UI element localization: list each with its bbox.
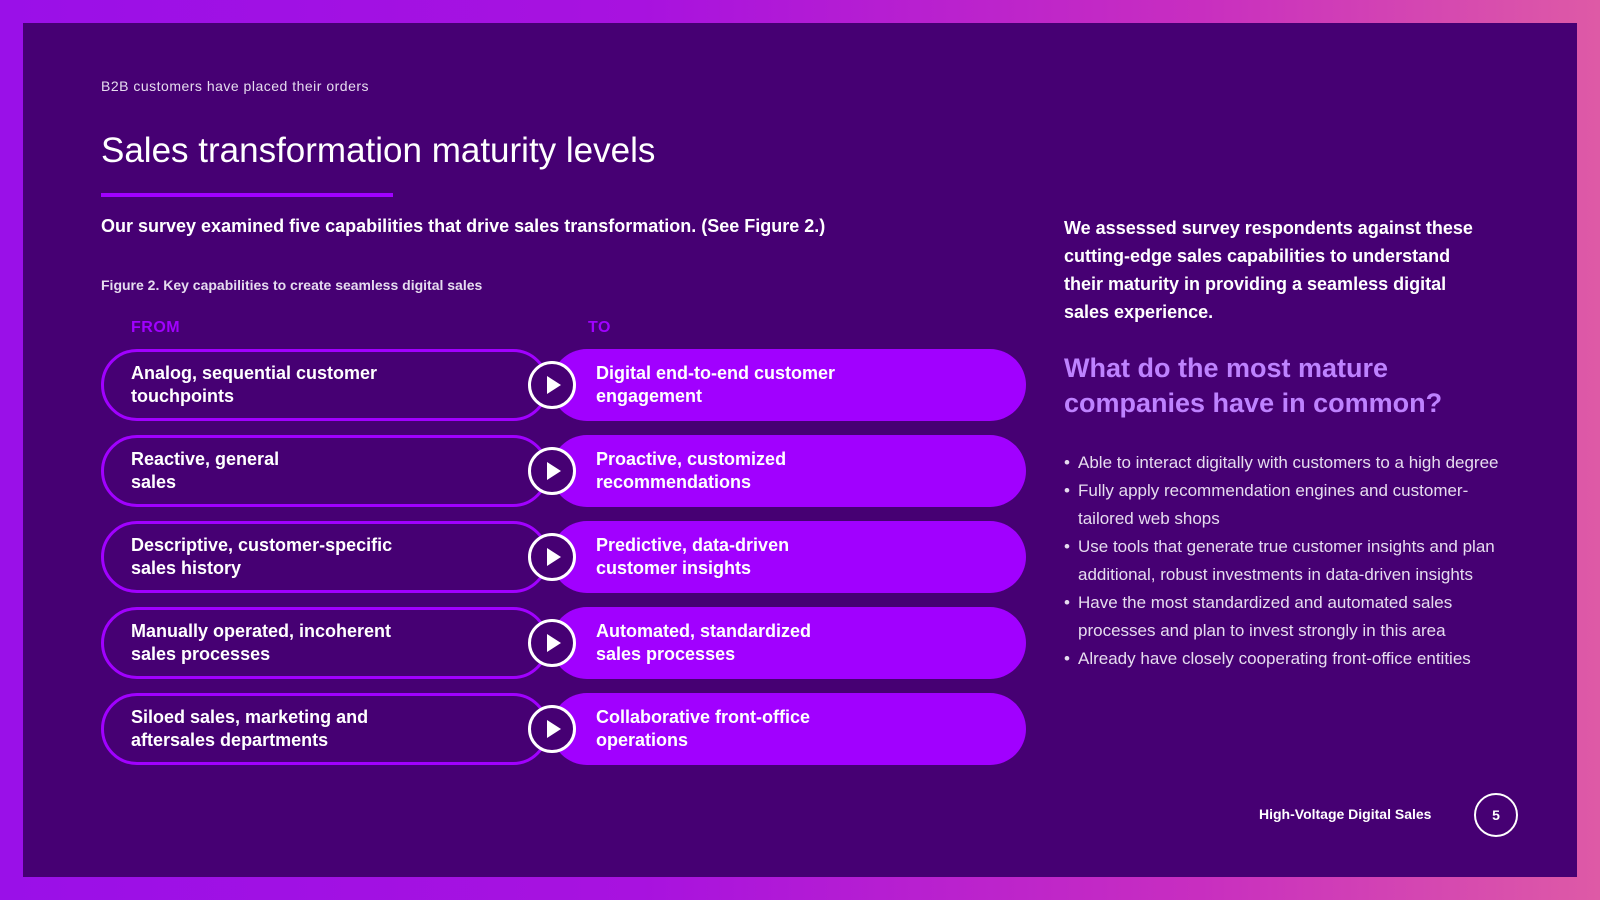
figure-caption: Figure 2. Key capabilities to create sea… [101,277,483,293]
list-item: Use tools that generate true customer in… [1064,533,1504,589]
to-pill: Collaborative front-office operations [551,693,1026,765]
to-pill: Proactive, customized recommendations [551,435,1026,507]
from-text: Analog, sequential customer touchpoints [131,363,378,406]
to-text: Predictive, data-driven customer insight… [596,535,790,578]
from-pill: Descriptive, customer-specific sales his… [101,521,549,593]
slide: B2B customers have placed their orders S… [23,23,1577,877]
capability-row: Analog, sequential customer touchpoints … [101,349,1027,421]
to-text: Collaborative front-office operations [596,707,811,750]
play-icon [528,447,576,495]
from-text: Reactive, general sales [131,449,280,492]
from-column-label: FROM [131,319,181,336]
play-icon [528,705,576,753]
intro-text: Our survey examined five capabilities th… [101,216,826,236]
page-title: Sales transformation maturity levels [101,131,656,170]
list-item: Fully apply recommendation engines and c… [1064,477,1504,533]
to-pill: Digital end-to-end customer engagement [551,349,1026,421]
play-icon [528,361,576,409]
footer-publication: High-Voltage Digital Sales [1259,806,1432,822]
section-kicker: B2B customers have placed their orders [101,78,370,94]
capability-row: Siloed sales, marketing and aftersales d… [101,693,1027,765]
sidebar-intro: We assessed survey respondents against t… [1064,218,1473,322]
to-pill: Automated, standardized sales processes [551,607,1026,679]
capability-rows: Analog, sequential customer touchpoints … [101,349,1027,779]
play-icon [528,533,576,581]
capability-row: Manually operated, incoherent sales proc… [101,607,1027,679]
common-traits-list: Able to interact digitally with customer… [1064,449,1504,673]
from-text: Manually operated, incoherent sales proc… [131,621,392,664]
from-pill: Manually operated, incoherent sales proc… [101,607,549,679]
to-text: Proactive, customized recommendations [596,449,787,492]
from-pill: Reactive, general sales [101,435,549,507]
capability-row: Descriptive, customer-specific sales his… [101,521,1027,593]
capability-row: Reactive, general sales Proactive, custo… [101,435,1027,507]
from-text: Descriptive, customer-specific sales his… [131,535,393,578]
to-pill: Predictive, data-driven customer insight… [551,521,1026,593]
from-pill: Siloed sales, marketing and aftersales d… [101,693,549,765]
title-underline [101,193,393,197]
to-column-label: TO [588,319,611,336]
list-item: Already have closely cooperating front-o… [1064,645,1504,673]
from-text: Siloed sales, marketing and aftersales d… [131,707,369,750]
sidebar-heading: What do the most mature companies have i… [1064,353,1443,418]
list-item: Able to interact digitally with customer… [1064,449,1504,477]
list-item: Have the most standardized and automated… [1064,589,1504,645]
page-number: 5 [1474,793,1518,837]
from-pill: Analog, sequential customer touchpoints [101,349,549,421]
to-text: Digital end-to-end customer engagement [596,363,836,406]
to-text: Automated, standardized sales processes [596,621,812,664]
play-icon [528,619,576,667]
